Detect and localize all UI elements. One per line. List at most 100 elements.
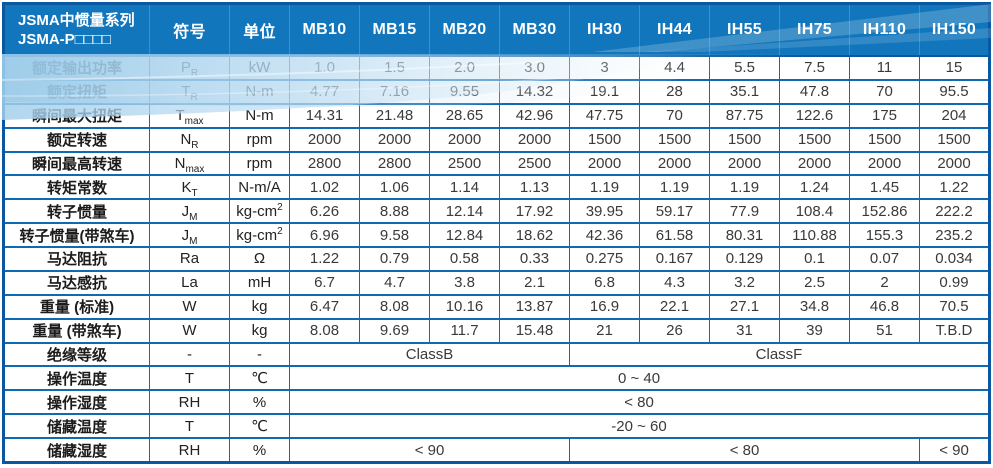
row-label: 额定输出功率 — [31, 60, 122, 78]
column-header-unit: 单位 — [229, 3, 290, 57]
spec-value: 1.0 — [289, 55, 360, 81]
spec-value: 6.8 — [569, 269, 640, 296]
spec-value: 3.8 — [429, 269, 500, 296]
table-row: 操作湿度 RH% < 80 — [3, 389, 990, 416]
row-label-cell: 转子惯量(带煞车) — [3, 222, 150, 248]
row-unit-cell: % — [229, 437, 290, 464]
row-label-cell: 储藏湿度 — [3, 437, 150, 464]
spec-value: 6.47 — [289, 293, 360, 320]
spec-value: 70 — [639, 102, 710, 129]
row-symbol: T — [184, 369, 195, 387]
row-symbol-cell: RH — [149, 389, 230, 416]
row-label-cell: 额定输出功率 — [3, 55, 150, 81]
row-unit: rpm — [246, 131, 273, 149]
spec-value: 2.1 — [499, 269, 570, 296]
spec-value: 8.08 — [359, 293, 430, 320]
spec-value: 1500 — [919, 126, 990, 153]
row-symbol: Ra — [179, 250, 200, 268]
row-symbol: La — [181, 274, 198, 292]
row-label: 重量 (标准) — [39, 299, 115, 317]
row-unit-cell: % — [229, 389, 290, 416]
row-unit-cell: N-m/A — [229, 174, 290, 201]
row-label: 储藏温度 — [46, 418, 107, 436]
spec-value: 5.5 — [709, 55, 780, 81]
row-unit: % — [252, 441, 267, 459]
spec-value: 2.5 — [779, 269, 850, 296]
spec-value: 2000 — [289, 126, 360, 153]
spec-value: 0.33 — [499, 246, 570, 272]
row-symbol: RH — [178, 441, 201, 459]
row-unit: kg — [251, 298, 268, 316]
spec-value: 21 — [569, 317, 640, 344]
row-symbol-cell: RH — [149, 437, 230, 464]
spec-value: 2800 — [289, 150, 360, 177]
spec-value: 1.02 — [289, 174, 360, 201]
spec-value: 39 — [779, 317, 850, 344]
spec-value: 17.92 — [499, 198, 570, 225]
column-header-model: IH30 — [569, 3, 640, 57]
spec-value: 122.6 — [779, 102, 850, 129]
spec-value: T.B.D — [919, 317, 990, 344]
spec-value: 4.3 — [639, 269, 710, 296]
spec-value: 42.36 — [569, 222, 640, 248]
row-unit-cell: rpm — [229, 126, 290, 153]
spec-value: 16.9 — [569, 293, 640, 320]
table-row: 马达阻抗 Ra Ω 1.22 0.79 0.58 0.33 0.275 0.167 0.129 0.… — [3, 246, 990, 272]
row-label: 重量 (带煞车) — [32, 323, 122, 341]
spec-value: 1500 — [639, 126, 710, 153]
row-label-cell: 重量 (标准) — [3, 293, 150, 320]
row-label-cell: 绝缘等级 — [3, 341, 150, 368]
spec-value: 51 — [849, 317, 920, 344]
row-symbol-cell: JM — [149, 222, 230, 248]
spec-value: 110.88 — [779, 222, 850, 248]
spec-value: 22.1 — [639, 293, 710, 320]
row-symbol-cell: PR — [149, 55, 230, 81]
spec-value: 222.2 — [919, 198, 990, 225]
spec-value: 2000 — [919, 150, 990, 177]
spec-value: 26 — [639, 317, 710, 344]
spec-value: 13.87 — [499, 293, 570, 320]
row-label-cell: 转矩常数 — [3, 174, 150, 201]
spec-value: 235.2 — [919, 222, 990, 248]
column-header-model: MB30 — [499, 3, 570, 57]
row-unit-cell: Ω — [229, 246, 290, 272]
spec-value: 61.58 — [639, 222, 710, 248]
row-symbol-cell: W — [149, 293, 230, 320]
row-unit: N-m/A — [238, 178, 281, 196]
column-header-model: IH44 — [639, 3, 710, 57]
row-symbol: PR — [180, 59, 199, 80]
spec-value: 1.22 — [919, 174, 990, 201]
spec-value: 15 — [919, 55, 990, 81]
row-unit-cell: kg-cm2 — [229, 222, 290, 248]
row-label-cell: 额定扭矩 — [3, 78, 150, 105]
column-header-model: IH150 — [919, 3, 990, 57]
row-unit: - — [257, 345, 262, 363]
row-symbol: Nmax — [174, 154, 205, 175]
spec-value: 12.14 — [429, 198, 500, 225]
spec-value-merged: ClassB — [289, 341, 570, 368]
row-unit: kW — [248, 59, 271, 77]
spec-value-merged: ClassF — [569, 341, 990, 368]
row-unit-cell: kW — [229, 55, 290, 81]
spec-value: 46.8 — [849, 293, 920, 320]
spec-value: 2500 — [499, 150, 570, 177]
row-unit: kg-cm2 — [236, 201, 283, 220]
column-header-model: IH55 — [709, 3, 780, 57]
row-label: 瞬间最高转速 — [31, 155, 122, 173]
spec-value: 204 — [919, 102, 990, 129]
column-header-model: MB15 — [359, 3, 430, 57]
row-symbol-cell: La — [149, 269, 230, 296]
row-unit-cell: N-m — [229, 102, 290, 129]
row-label-cell: 额定转速 — [3, 126, 150, 153]
spec-value: 59.17 — [639, 198, 710, 225]
spec-value: 70 — [849, 78, 920, 105]
spec-value: 39.95 — [569, 198, 640, 225]
spec-value: 35.1 — [709, 78, 780, 105]
row-symbol: KT — [181, 178, 198, 199]
spec-value-merged: < 80 — [569, 437, 920, 464]
spec-value: 0.129 — [709, 246, 780, 272]
series-title-line1: JSMA中惯量系列 — [18, 11, 135, 29]
row-label: 操作湿度 — [46, 394, 107, 412]
